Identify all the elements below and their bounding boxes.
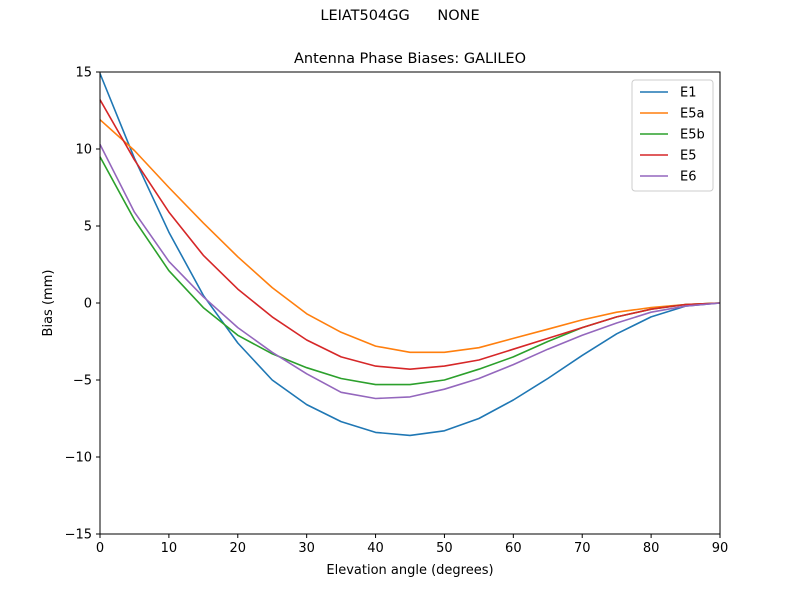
y-axis-label: Bias (mm): [41, 270, 56, 337]
x-tick-label: 40: [367, 541, 384, 556]
plot-background: [100, 72, 720, 534]
legend-label-e1: E1: [680, 86, 697, 101]
x-axis-label: Elevation angle (degrees): [326, 563, 493, 578]
chart-title: Antenna Phase Biases: GALILEO: [294, 51, 526, 67]
x-tick-label: 90: [712, 541, 729, 556]
y-axis: −15 −10 −5 0 5 10 15: [65, 66, 100, 543]
series-line-e1: [99, 73, 721, 437]
legend-label-e5a: E5a: [680, 107, 704, 122]
legend-box: [631, 79, 714, 192]
legend-label-e5b: E5b: [680, 128, 705, 143]
x-tick-label: 20: [230, 541, 247, 556]
x-tick-label: 60: [505, 541, 522, 556]
x-tick-label: 0: [96, 541, 104, 556]
x-tick-label: 10: [161, 541, 178, 556]
series-line-e6: [99, 144, 721, 400]
y-tick-label: 5: [84, 220, 92, 235]
series-line-e5a: [99, 119, 721, 354]
figure-suptitle: LEIAT504GG NONE: [320, 8, 480, 24]
x-tick-label: 70: [574, 541, 591, 556]
y-tick-label: −10: [65, 451, 92, 466]
y-tick-label: 10: [75, 143, 92, 158]
x-tick-label: 50: [436, 541, 453, 556]
legend-label-e5: E5: [680, 149, 697, 164]
y-tick-label: −15: [65, 528, 92, 543]
series-line-e5: [99, 99, 721, 371]
x-tick-label: 80: [643, 541, 660, 556]
y-tick-label: 0: [84, 297, 92, 312]
plot-area: [100, 72, 720, 534]
y-tick-label: −5: [73, 374, 92, 389]
x-tick-label: 30: [298, 541, 315, 556]
x-axis: 0 10 20 30 40 50 60 70 80 90: [96, 534, 728, 556]
legend: E1 E5a E5b E5 E6: [631, 79, 714, 192]
y-tick-label: 15: [75, 66, 92, 81]
legend-label-e6: E6: [680, 170, 697, 185]
series-layer: [99, 73, 721, 437]
